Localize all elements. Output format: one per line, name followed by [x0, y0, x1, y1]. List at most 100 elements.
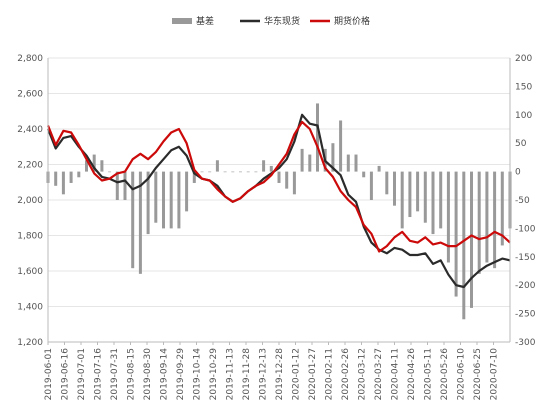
basis-bar [439, 171, 443, 229]
x-tick-label: 2020-01-12 [292, 348, 302, 400]
y-left-tick-label: 1,800 [17, 232, 43, 242]
y-left-tick-label: 2,800 [17, 54, 43, 64]
y-right-tick-label: 200 [515, 54, 532, 64]
x-tick-label: 2020-03-12 [358, 348, 368, 400]
basis-bar [154, 171, 158, 223]
spot-price-line [46, 113, 511, 289]
basis-bar [346, 154, 350, 172]
basis-bar [146, 171, 150, 235]
basis-bar [138, 171, 142, 274]
x-tick-label: 2020-02-26 [341, 348, 351, 401]
basis-bar [185, 171, 189, 212]
basis-bar [446, 171, 450, 263]
y-left-tick-label: 2,200 [17, 161, 43, 171]
y-right-tick-label: 150 [515, 82, 532, 92]
basis-bar [400, 171, 404, 229]
basis-bar [500, 171, 504, 246]
basis-bar [477, 171, 481, 274]
legend-label: 期货价格 [334, 15, 370, 27]
basis-bar [123, 171, 127, 200]
basis-bar [369, 171, 373, 200]
x-tick-label: 2019-07-31 [110, 348, 120, 400]
futures-price-line [46, 120, 511, 253]
x-tick-label: 2020-05-26 [440, 348, 450, 401]
x-tick-label: 2020-01-27 [308, 348, 318, 400]
legend-label: 华东现货 [264, 15, 300, 27]
x-tick-label: 2019-12-28 [275, 348, 285, 401]
basis-bar [316, 103, 319, 172]
basis-bar [77, 171, 81, 178]
basis-bar [385, 171, 389, 195]
basis-bar [131, 171, 135, 269]
basis-bar [108, 171, 112, 173]
legend: 基差 华东现货 期货价格 [172, 15, 370, 27]
y-right-tick-label: -150 [515, 253, 536, 263]
x-tick-label: 2020-04-11 [391, 348, 401, 400]
legend-swatch-basis [172, 18, 192, 24]
basis-bar [393, 171, 396, 206]
x-tick-label: 2019-12-13 [259, 348, 269, 400]
basis-bar [470, 171, 473, 308]
basis-bar [215, 160, 219, 172]
y-left-tick-label: 2,600 [17, 90, 43, 100]
y-right-tick-label: -300 [515, 338, 536, 348]
basis-bar [239, 171, 242, 173]
x-tick-label: 2020-05-11 [424, 348, 434, 400]
basis-bar [339, 120, 343, 172]
x-tick-label: 2019-11-28 [242, 348, 252, 401]
y-right-tick-label: -200 [515, 281, 536, 291]
basis-bar [254, 171, 258, 173]
basis-bar [285, 171, 289, 189]
y-right-tick-label: -50 [515, 196, 530, 206]
basis-bar [54, 171, 58, 186]
y-left-tick-label: 1,200 [17, 338, 43, 348]
x-tick-label: 2020-06-10 [457, 348, 467, 401]
basis-bar [61, 171, 65, 195]
basis-bar [416, 171, 420, 212]
basis-bar [192, 171, 196, 183]
x-tick-label: 2019-07-01 [77, 348, 87, 400]
x-tick-label: 2019-07-16 [94, 348, 104, 401]
x-tick-label: 2020-03-27 [374, 348, 384, 400]
basis-bar [85, 160, 88, 172]
basis-bar [423, 171, 427, 223]
y-right-tick-label: 0 [515, 168, 521, 178]
basis-bars [46, 103, 512, 320]
basis-bar [408, 171, 412, 218]
basis-bar [100, 160, 104, 172]
axes: 1,200 1,400 1,600 1,800 2,000 2,200 2,400 2,600… [17, 54, 535, 400]
basis-bar [162, 171, 165, 229]
basis-bar [177, 171, 181, 229]
basis-bar [462, 171, 466, 320]
x-tick-label: 2019-08-15 [127, 348, 137, 400]
basis-bar [223, 171, 227, 173]
basis-bar [69, 171, 73, 183]
x-tick-label: 2019-09-29 [176, 348, 186, 401]
y-left-tick-label: 2,000 [17, 196, 43, 206]
basis-bar [377, 165, 381, 172]
y-right-tick-label: 50 [515, 139, 527, 149]
basis-bar [308, 154, 312, 172]
basis-bar [269, 165, 273, 172]
y-left-tick-label: 1,600 [17, 267, 43, 277]
x-tick-label: 2020-06-25 [473, 348, 483, 400]
basis-bar [231, 171, 235, 173]
basis-bar [493, 171, 497, 269]
basis-bar [92, 154, 96, 172]
x-tick-label: 2020-02-11 [325, 348, 335, 400]
basis-bar [354, 154, 358, 172]
basis-bar [115, 171, 119, 200]
x-tick-label: 2019-09-14 [160, 348, 170, 401]
y-left-tick-label: 1,400 [17, 303, 43, 313]
legend-label: 基差 [196, 15, 214, 27]
x-tick-label: 2019-06-16 [61, 348, 71, 401]
basis-bar [362, 171, 366, 178]
basis-bar [277, 171, 281, 183]
basis-bar [208, 171, 212, 173]
series-lines [46, 113, 511, 289]
basis-bar [431, 171, 435, 235]
x-tick-label: 2020-07-10 [490, 348, 500, 401]
y-right-tick-label: -100 [515, 224, 536, 234]
x-tick-label: 2019-11-13 [226, 348, 236, 400]
